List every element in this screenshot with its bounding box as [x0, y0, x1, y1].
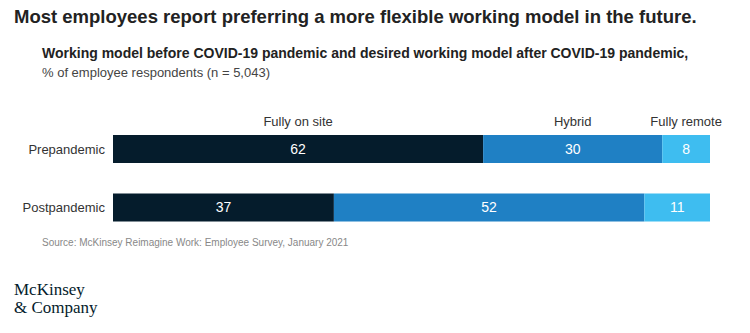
svg-text:8: 8: [682, 141, 690, 157]
svg-text:Fully remote: Fully remote: [650, 114, 722, 129]
svg-text:Postpandemic: Postpandemic: [23, 200, 106, 215]
svg-text:Prepandemic: Prepandemic: [28, 142, 105, 157]
svg-text:Hybrid: Hybrid: [554, 114, 592, 129]
html-text:Source: McKinsey Reimagine Wor: Source: McKinsey Reimagine Work: Employe…: [42, 237, 349, 248]
svg-text:62: 62: [290, 141, 306, 157]
svg-text:30: 30: [565, 141, 581, 157]
html-text:Working model before COVID-19: Working model before COVID-19 pandemic a…: [42, 45, 689, 61]
html-text:Most employees report preferri: Most employees report preferring a more …: [14, 6, 697, 27]
html-text:% of employee respondents (n =: % of employee respondents (n = 5,043): [42, 65, 270, 80]
svg-text:37: 37: [216, 199, 232, 215]
svg-text:52: 52: [481, 199, 497, 215]
html-text:McKinsey: McKinsey: [14, 280, 85, 299]
svg-text:Fully on site: Fully on site: [263, 114, 332, 129]
svg-text:11: 11: [670, 199, 685, 215]
html-text:& Company: & Company: [14, 298, 98, 317]
